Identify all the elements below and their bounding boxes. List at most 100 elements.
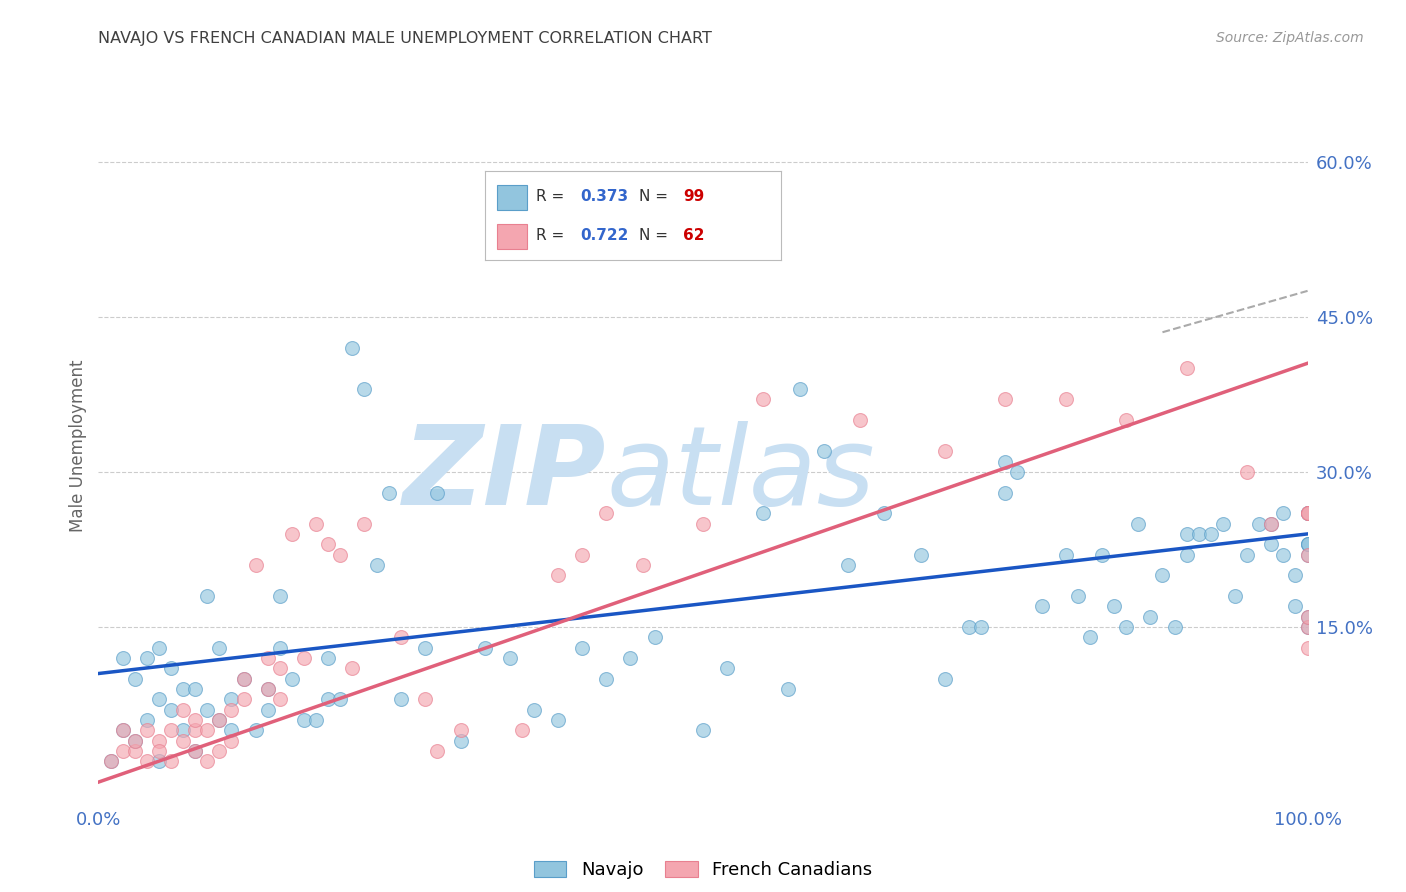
Point [124,733,146,747]
Point [1115,620,1137,634]
Point [776,681,799,696]
Point [1296,506,1319,520]
Point [413,692,436,706]
Point [1296,620,1319,634]
Point [1115,413,1137,427]
Point [1296,548,1319,562]
Point [269,589,291,603]
Point [498,651,520,665]
Point [292,713,315,727]
Point [1296,506,1319,520]
Point [172,681,194,696]
Point [148,640,170,655]
Point [316,537,339,551]
Point [474,640,496,655]
Point [232,672,254,686]
Point [100,755,122,769]
Point [910,548,932,562]
Point [752,392,775,407]
Point [269,640,291,655]
Text: N =: N = [638,228,672,243]
Point [232,672,254,686]
Point [1249,516,1271,531]
Point [934,444,956,458]
Text: 0.722: 0.722 [579,228,628,243]
Point [245,558,267,572]
Point [353,382,375,396]
Point [1163,620,1185,634]
Point [1296,609,1319,624]
Point [957,620,980,634]
Point [292,651,315,665]
Text: 99: 99 [683,189,704,203]
Point [934,672,956,686]
Point [124,672,146,686]
Point [256,651,278,665]
Point [1296,537,1319,551]
Text: ZIP: ZIP [402,421,606,528]
Point [1139,609,1161,624]
Text: 0.373: 0.373 [579,189,628,203]
Point [837,558,859,572]
Point [208,713,231,727]
Point [1128,516,1150,531]
Point [547,568,569,582]
Point [571,548,593,562]
Text: N =: N = [638,189,672,203]
Point [281,527,304,541]
Point [873,506,896,520]
Point [1272,548,1295,562]
Point [1236,465,1258,479]
Point [221,703,243,717]
Text: 62: 62 [683,228,704,243]
Point [377,485,399,500]
Point [195,755,218,769]
Point [135,713,157,727]
Point [389,692,412,706]
Point [184,723,207,738]
Point [111,744,134,758]
Point [221,733,243,747]
Text: Source: ZipAtlas.com: Source: ZipAtlas.com [1216,31,1364,45]
Point [305,713,328,727]
Point [160,661,183,675]
Point [256,681,278,696]
Point [1223,589,1246,603]
Point [1296,620,1319,634]
Point [342,661,364,675]
Point [221,723,243,738]
Point [1260,516,1282,531]
Point [1175,527,1198,541]
Point [281,672,304,686]
Point [813,444,835,458]
Point [148,692,170,706]
Point [221,692,243,706]
Point [160,703,183,717]
Point [716,661,738,675]
Point [1152,568,1174,582]
Point [208,640,231,655]
Point [1296,506,1319,520]
Point [1296,609,1319,624]
Point [366,558,388,572]
Point [316,692,339,706]
Point [752,506,775,520]
Point [111,651,134,665]
Point [1054,392,1077,407]
Text: NAVAJO VS FRENCH CANADIAN MALE UNEMPLOYMENT CORRELATION CHART: NAVAJO VS FRENCH CANADIAN MALE UNEMPLOYM… [98,31,713,46]
Point [595,672,617,686]
Point [184,681,207,696]
Point [994,454,1017,468]
Point [450,723,472,738]
Point [1296,537,1319,551]
Point [184,713,207,727]
Point [389,630,412,644]
Point [160,755,183,769]
Point [148,733,170,747]
Point [124,733,146,747]
Point [232,692,254,706]
Point [510,723,533,738]
Point [195,703,218,717]
Point [547,713,569,727]
Point [172,703,194,717]
